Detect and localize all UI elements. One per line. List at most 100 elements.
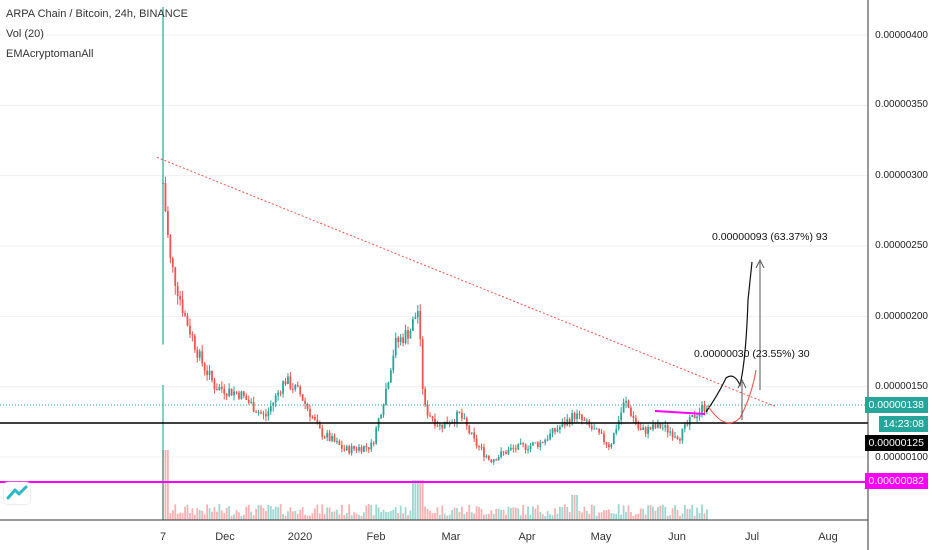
- volume-bar: [296, 514, 299, 520]
- candle: [331, 433, 333, 443]
- candle: [529, 442, 532, 453]
- volume-bar: [174, 504, 177, 520]
- volume-bar: [495, 508, 498, 520]
- volume-bar: [487, 514, 490, 520]
- candle: [169, 234, 172, 264]
- candle: [644, 426, 647, 438]
- y-tick: 0.00000150: [875, 381, 928, 392]
- volume-bar: [461, 506, 463, 520]
- volume-bar: [490, 510, 493, 520]
- candle: [328, 429, 331, 442]
- volume-bar: [274, 506, 277, 520]
- arrowhead-icon: [737, 378, 747, 389]
- candle: [367, 447, 370, 454]
- trendline[interactable]: [156, 156, 776, 407]
- volume-bar: [598, 512, 600, 520]
- candle: [593, 423, 596, 430]
- candle: [201, 345, 204, 367]
- volume-bar: [674, 505, 676, 520]
- x-tick: Dec: [215, 531, 235, 543]
- volume-bar: [532, 506, 534, 520]
- candle: [448, 420, 451, 428]
- volume-bar: [184, 506, 186, 520]
- projection-curve-red[interactable]: [707, 369, 757, 424]
- volume-bar: [608, 509, 610, 520]
- candle: [541, 441, 544, 444]
- overlays: [0, 156, 868, 483]
- indicator-volume-label[interactable]: Vol (20): [6, 28, 44, 40]
- indicator-ema-label[interactable]: EMAcryptomanAll: [6, 48, 94, 60]
- candle: [220, 381, 223, 393]
- volume-bar: [167, 450, 169, 520]
- volume-bar: [583, 506, 586, 520]
- candle: [436, 420, 439, 428]
- arrowhead-icon: [755, 258, 765, 269]
- volume-bar: [193, 514, 196, 520]
- tradingview-logo-icon[interactable]: [4, 482, 30, 504]
- volume-bar: [419, 480, 422, 520]
- volume-bar: [549, 514, 551, 520]
- candle: [181, 290, 184, 317]
- candle: [649, 426, 652, 430]
- candle: [544, 438, 547, 446]
- volume-bar: [409, 510, 412, 520]
- y-tick: 0.00000250: [875, 240, 928, 251]
- volume-bar: [664, 506, 667, 520]
- candle: [480, 443, 483, 451]
- candle: [382, 403, 385, 418]
- volume-bar: [282, 513, 284, 520]
- candle: [595, 427, 598, 430]
- volume-bar: [213, 507, 216, 520]
- candle: [534, 442, 537, 444]
- candle: [299, 385, 302, 397]
- y-tick: 0.00000100: [875, 452, 928, 463]
- candle: [372, 441, 375, 447]
- volume-bar: [311, 513, 314, 520]
- volume-bar: [634, 514, 637, 520]
- y-tick: 0.00000300: [875, 170, 928, 181]
- projection-curve-black[interactable]: [705, 261, 753, 413]
- magenta-segment[interactable]: [654, 410, 706, 415]
- volume-bar: [502, 509, 505, 520]
- candle: [289, 372, 292, 391]
- candle: [193, 333, 196, 353]
- volume-bar: [654, 510, 657, 520]
- volume-bar: [630, 512, 632, 520]
- candle: [539, 439, 542, 451]
- candle: [683, 422, 686, 433]
- volume-bar: [287, 511, 289, 520]
- candle: [255, 409, 257, 413]
- candle: [478, 444, 480, 451]
- volume-bar: [402, 513, 404, 520]
- volume-bar: [247, 504, 250, 520]
- plot-area: [0, 0, 868, 520]
- candle: [583, 417, 586, 422]
- candle: [424, 386, 427, 408]
- candle: [412, 316, 414, 332]
- candle: [245, 393, 248, 401]
- candle: [639, 423, 642, 431]
- candle: [669, 426, 672, 436]
- x-tick: May: [590, 531, 612, 543]
- y-tick: 0.00000200: [875, 311, 928, 322]
- x-tick: Jul: [744, 531, 760, 543]
- volume-bar: [326, 507, 329, 520]
- volume-bar: [198, 510, 201, 520]
- volume-bar: [262, 507, 265, 520]
- volume-bar: [441, 505, 444, 520]
- volume-bar: [316, 504, 319, 520]
- volume-bar: [265, 511, 267, 520]
- volume-bar: [590, 504, 593, 520]
- volume-bar: [529, 514, 532, 520]
- candle: [554, 427, 556, 435]
- candle: [622, 398, 625, 413]
- y-tick: 0.00000350: [875, 99, 928, 110]
- volume-bar: [201, 510, 204, 520]
- volume-bar: [257, 505, 260, 520]
- volume-bar: [683, 505, 686, 520]
- volume-bar: [512, 507, 515, 520]
- volume-bar: [350, 515, 353, 520]
- volume-bar: [380, 512, 382, 520]
- candle: [620, 407, 623, 425]
